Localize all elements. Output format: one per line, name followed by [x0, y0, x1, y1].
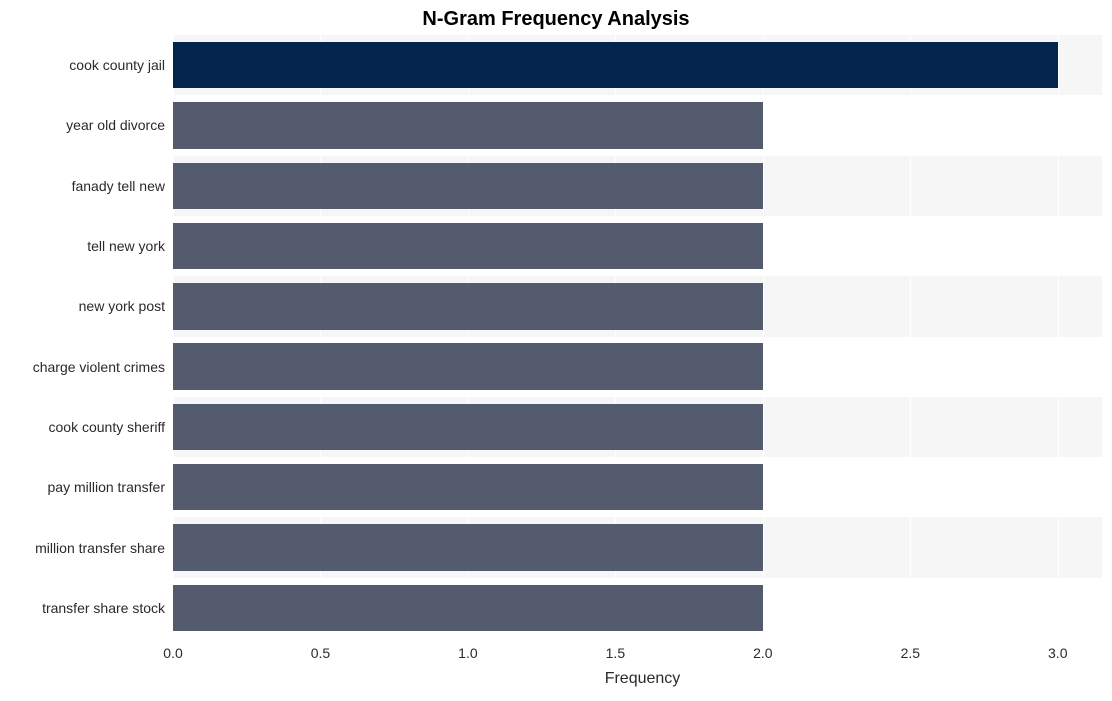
- y-tick-label: million transfer share: [5, 540, 165, 556]
- x-tick-label: 0.0: [163, 645, 182, 661]
- x-tick-label: 0.5: [311, 645, 330, 661]
- y-tick-label: cook county sheriff: [5, 419, 165, 435]
- y-tick-label: new york post: [5, 298, 165, 314]
- x-axis-label: Frequency: [0, 670, 1112, 688]
- x-tick-label: 2.5: [901, 645, 920, 661]
- grid-line: [910, 35, 911, 638]
- bar: [173, 223, 763, 269]
- x-tick-label: 2.0: [753, 645, 772, 661]
- y-tick-label: tell new york: [5, 238, 165, 254]
- bar: [173, 343, 763, 389]
- grid-line: [763, 35, 764, 638]
- y-tick-label: pay million transfer: [5, 479, 165, 495]
- bar: [173, 404, 763, 450]
- x-tick-label: 1.5: [606, 645, 625, 661]
- ngram-frequency-chart: N-Gram Frequency Analysis Frequency 0.0 0…: [0, 0, 1112, 701]
- y-tick-label: transfer share stock: [5, 600, 165, 616]
- bar: [173, 42, 1058, 88]
- bar: [173, 283, 763, 329]
- y-tick-label: cook county jail: [5, 57, 165, 73]
- chart-title: N-Gram Frequency Analysis: [0, 8, 1112, 31]
- y-tick-label: fanady tell new: [5, 178, 165, 194]
- plot-area: [173, 35, 1102, 638]
- bar: [173, 524, 763, 570]
- x-tick-label: 1.0: [458, 645, 477, 661]
- y-tick-label: year old divorce: [5, 117, 165, 133]
- bar: [173, 163, 763, 209]
- grid-line: [1058, 35, 1059, 638]
- bar: [173, 102, 763, 148]
- y-tick-label: charge violent crimes: [5, 359, 165, 375]
- bar: [173, 585, 763, 631]
- bar: [173, 464, 763, 510]
- x-tick-label: 3.0: [1048, 645, 1067, 661]
